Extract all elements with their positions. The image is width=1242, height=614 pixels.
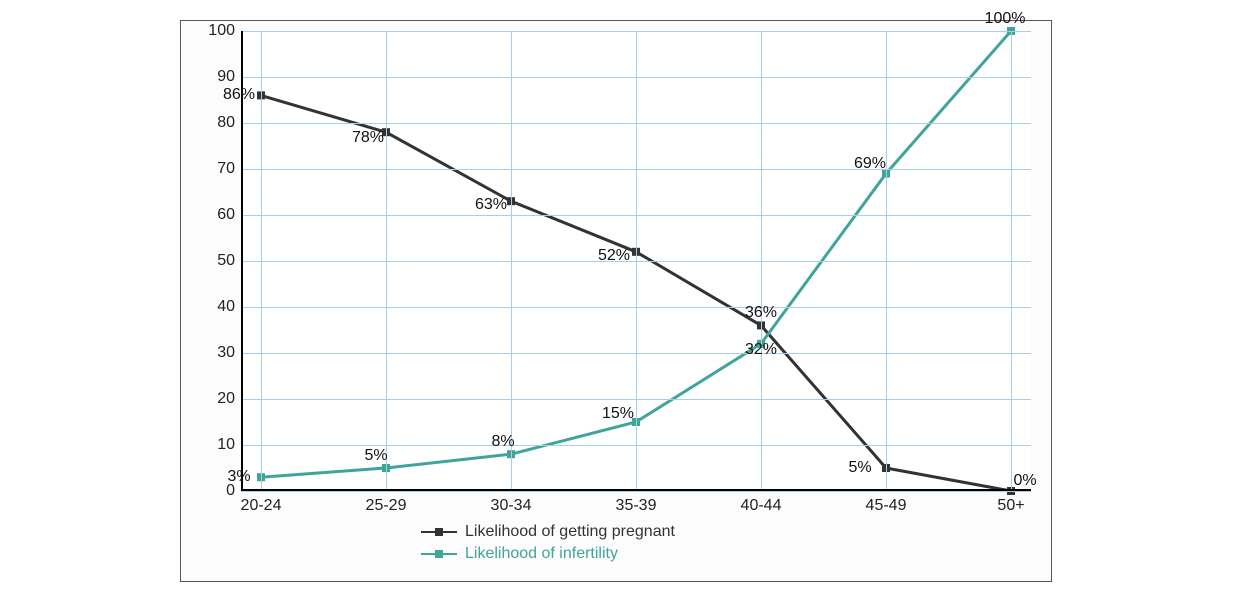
- x-tick-label: 20-24: [241, 497, 282, 515]
- x-tick-label: 45-49: [866, 497, 907, 515]
- legend-swatch: [421, 525, 457, 539]
- x-tick-label: 30-34: [491, 497, 532, 515]
- gridline-v: [511, 31, 512, 491]
- data-label: 36%: [745, 304, 777, 322]
- gridline-v: [886, 31, 887, 491]
- data-label: 32%: [745, 341, 777, 359]
- y-tick-label: 70: [217, 160, 235, 178]
- y-tick-label: 10: [217, 436, 235, 454]
- gridline-v: [761, 31, 762, 491]
- y-tick-label: 60: [217, 206, 235, 224]
- legend-swatch: [421, 547, 457, 561]
- y-tick-label: 20: [217, 390, 235, 408]
- legend-item: Likelihood of infertility: [421, 543, 675, 565]
- data-label: 69%: [854, 155, 886, 173]
- x-axis-line: [241, 489, 1031, 491]
- data-label: 8%: [491, 433, 514, 451]
- data-label: 100%: [985, 10, 1026, 28]
- y-tick-label: 100: [208, 22, 235, 40]
- data-label: 52%: [598, 247, 630, 265]
- x-tick-label: 35-39: [616, 497, 657, 515]
- data-label: 78%: [352, 129, 384, 147]
- legend-label: Likelihood of getting pregnant: [465, 523, 675, 541]
- gridline-v: [261, 31, 262, 491]
- x-tick-label: 40-44: [741, 497, 782, 515]
- plot-area: 010203040506070809010020-2425-2930-3435-…: [241, 31, 1031, 491]
- y-tick-label: 50: [217, 252, 235, 270]
- legend-label: Likelihood of infertility: [465, 545, 618, 563]
- x-tick-label: 25-29: [366, 497, 407, 515]
- x-tick-label: 50+: [997, 497, 1024, 515]
- data-label: 5%: [848, 459, 871, 477]
- gridline-h: [241, 491, 1031, 492]
- y-tick-label: 80: [217, 114, 235, 132]
- gridline-v: [636, 31, 637, 491]
- data-label: 5%: [364, 447, 387, 465]
- gridline-v: [1011, 31, 1012, 491]
- data-label: 63%: [475, 196, 507, 214]
- gridline-v: [386, 31, 387, 491]
- y-tick-label: 30: [217, 344, 235, 362]
- legend-item: Likelihood of getting pregnant: [421, 521, 675, 543]
- data-label: 3%: [227, 468, 250, 486]
- chart-container: 010203040506070809010020-2425-2930-3435-…: [180, 20, 1052, 582]
- data-label: 0%: [1013, 472, 1036, 490]
- y-tick-label: 40: [217, 298, 235, 316]
- data-label: 15%: [602, 405, 634, 423]
- y-tick-label: 90: [217, 68, 235, 86]
- data-label: 86%: [223, 86, 255, 104]
- legend: Likelihood of getting pregnant Likelihood…: [421, 521, 675, 565]
